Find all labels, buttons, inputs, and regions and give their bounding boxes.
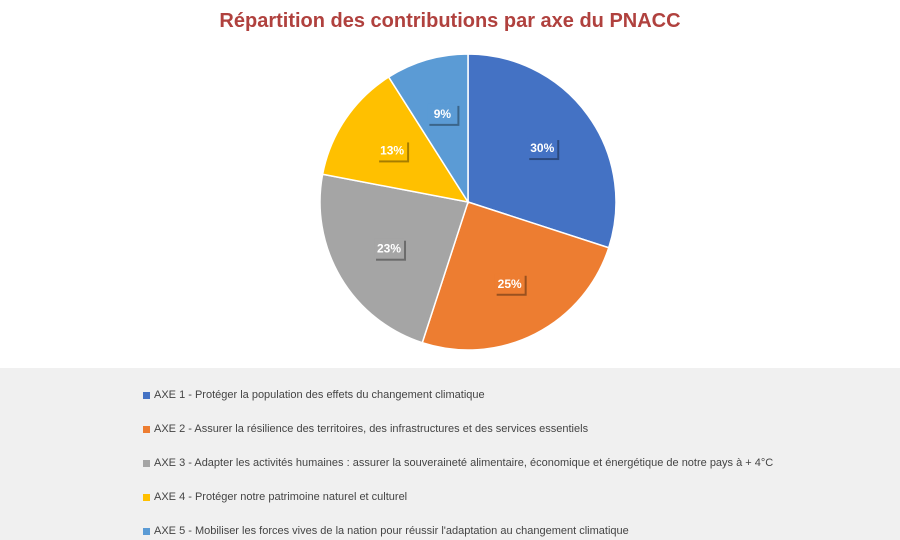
- data-label-axe-5: 9%: [427, 103, 460, 126]
- pie-chart: 30% 25% 23% 13% 9%: [319, 53, 617, 351]
- legend-label: AXE 2 - Assurer la résilience des territ…: [154, 423, 589, 435]
- data-label-axe-3: 23%: [374, 238, 407, 261]
- data-label-box: [527, 138, 558, 159]
- legend-item-axe-3: AXE 3 - Adapter les activités humaines :…: [143, 446, 900, 480]
- legend-item-axe-5: AXE 5 - Mobiliser les forces vives de la…: [143, 514, 900, 540]
- data-label-text: 23%: [377, 242, 401, 256]
- pie-slice-axe-5: [387, 53, 469, 205]
- legend-label: AXE 3 - Adapter les activités humaines :…: [154, 457, 774, 469]
- legend-label: AXE 5 - Mobiliser les forces vives de la…: [154, 525, 629, 537]
- legend-swatch: [143, 493, 150, 501]
- chart-title: Répartition des contributions par axe du…: [219, 10, 681, 32]
- legend-item-axe-4: AXE 4 - Protéger notre patrimoine nature…: [143, 480, 900, 514]
- data-label-axe-1: 30%: [527, 138, 560, 161]
- legend-swatch: [143, 425, 150, 433]
- chart-legend: AXE 1 - Protéger la population des effet…: [0, 368, 900, 540]
- data-label-axe-2: 25%: [494, 273, 527, 296]
- data-label-box: [377, 140, 408, 161]
- data-label-box: [427, 103, 458, 124]
- pie-data-labels: 30% 25% 23% 13% 9%: [374, 103, 560, 296]
- legend-label: AXE 1 - Protéger la population des effet…: [154, 389, 485, 401]
- pie-slices: [319, 53, 617, 351]
- data-label-text: 9%: [434, 107, 452, 121]
- legend-swatch: [143, 391, 150, 399]
- pie-slice-axe-4: [321, 76, 470, 204]
- legend-swatch: [143, 459, 150, 467]
- legend-item-axe-1: AXE 1 - Protéger la population des effet…: [143, 378, 900, 412]
- data-label-text: 25%: [498, 277, 522, 291]
- data-label-text: 30%: [530, 141, 554, 155]
- data-label-box: [374, 238, 405, 259]
- data-label-box: [494, 273, 525, 294]
- legend-swatch: [143, 527, 150, 535]
- data-label-axe-4: 13%: [377, 140, 410, 163]
- legend-label: AXE 4 - Protéger notre patrimoine nature…: [154, 491, 408, 503]
- data-label-text: 13%: [380, 143, 404, 157]
- legend-item-axe-2: AXE 2 - Assurer la résilience des territ…: [143, 412, 900, 446]
